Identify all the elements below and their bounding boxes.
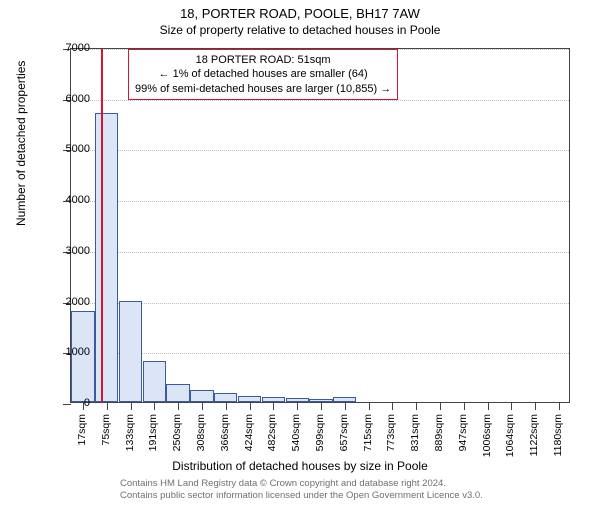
x-tick-label: 889sqm [433, 414, 445, 451]
x-tick-label: 17sqm [76, 414, 88, 446]
x-tick-label: 1122sqm [528, 414, 540, 456]
x-tick-label: 366sqm [219, 414, 231, 451]
histogram-bar [214, 393, 237, 402]
x-tick [511, 402, 512, 410]
x-tick [464, 402, 465, 410]
x-tick-label: 715sqm [362, 414, 374, 451]
chart-container: 18, PORTER ROAD, POOLE, BH17 7AW Size of… [0, 6, 600, 506]
x-tick [392, 402, 393, 410]
x-tick [226, 402, 227, 410]
x-tick [178, 402, 179, 410]
histogram-bar [166, 384, 189, 402]
gridline [71, 150, 569, 151]
y-tick-label: 2000 [52, 296, 90, 308]
x-tick-label: 133sqm [124, 414, 136, 451]
x-tick-label: 1180sqm [552, 414, 564, 456]
x-tick [559, 402, 560, 410]
plot-rect [70, 48, 570, 403]
histogram-bar [95, 113, 118, 402]
footer-line-1: Contains HM Land Registry data © Crown c… [120, 478, 483, 490]
annotation-line-2: ← 1% of detached houses are smaller (64) [135, 67, 391, 81]
y-tick-label: 1000 [52, 346, 90, 358]
y-tick-label: 6000 [52, 93, 90, 105]
x-tick [202, 402, 203, 410]
marker-line [101, 49, 103, 402]
chart-subtitle: Size of property relative to detached ho… [0, 23, 600, 37]
y-tick-label: 4000 [52, 194, 90, 206]
annotation-line-3: 99% of semi-detached houses are larger (… [135, 82, 391, 96]
histogram-bar [143, 361, 166, 402]
histogram-bar [119, 301, 142, 402]
x-tick [107, 402, 108, 410]
x-tick [440, 402, 441, 410]
x-axis-label: Distribution of detached houses by size … [0, 459, 600, 473]
x-tick [416, 402, 417, 410]
x-tick-label: 947sqm [457, 414, 469, 451]
y-tick-label: 0 [52, 397, 90, 409]
x-tick [345, 402, 346, 410]
plot-area [70, 48, 570, 403]
annotation-box: 18 PORTER ROAD: 51sqm ← 1% of detached h… [128, 49, 398, 100]
x-tick [273, 402, 274, 410]
x-tick-label: 250sqm [171, 414, 183, 451]
x-tick-label: 1064sqm [504, 414, 516, 457]
y-tick-label: 3000 [52, 245, 90, 257]
x-tick-label: 191sqm [147, 414, 159, 451]
x-tick [488, 402, 489, 410]
x-tick-label: 1006sqm [481, 414, 493, 457]
chart-title: 18, PORTER ROAD, POOLE, BH17 7AW [0, 6, 600, 21]
gridline [71, 252, 569, 253]
x-tick [535, 402, 536, 410]
x-tick-label: 75sqm [100, 414, 112, 446]
x-tick-label: 773sqm [385, 414, 397, 451]
x-tick-label: 424sqm [243, 414, 255, 451]
x-tick-label: 831sqm [409, 414, 421, 451]
x-tick [250, 402, 251, 410]
x-tick-label: 308sqm [195, 414, 207, 451]
x-tick [369, 402, 370, 410]
histogram-bar [190, 390, 213, 402]
footer-text: Contains HM Land Registry data © Crown c… [120, 478, 483, 502]
x-tick-label: 599sqm [314, 414, 326, 451]
x-tick [131, 402, 132, 410]
gridline [71, 201, 569, 202]
y-tick-label: 5000 [52, 143, 90, 155]
x-tick-label: 482sqm [266, 414, 278, 451]
annotation-line-1: 18 PORTER ROAD: 51sqm [135, 53, 391, 67]
x-tick [297, 402, 298, 410]
x-tick [154, 402, 155, 410]
x-tick-label: 657sqm [338, 414, 350, 451]
gridline [71, 353, 569, 354]
y-tick-label: 7000 [52, 42, 90, 54]
x-tick-label: 540sqm [290, 414, 302, 451]
gridline [71, 303, 569, 304]
x-tick [321, 402, 322, 410]
y-axis-label: Number of detached properties [14, 61, 28, 226]
